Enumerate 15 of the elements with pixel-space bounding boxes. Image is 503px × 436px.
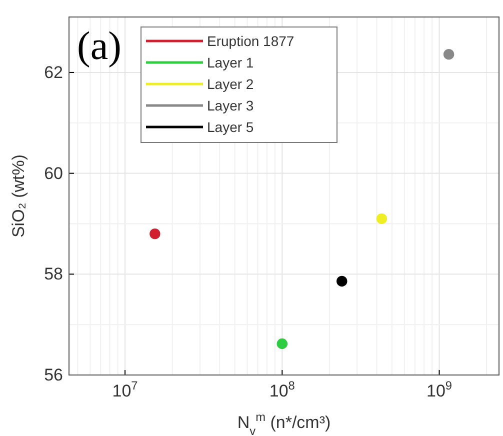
- y-tick-label: 58: [44, 264, 63, 284]
- x-tick-label: 10$^{7}$: [112, 378, 138, 401]
- legend-label: Eruption 1877: [207, 33, 294, 49]
- y-tick-label: 60: [44, 164, 63, 183]
- x-tick-label: 10$^{8}$: [269, 378, 296, 401]
- legend-label: Layer 5: [207, 119, 254, 135]
- y-tick-label: 56: [44, 365, 63, 384]
- legend-label: Layer 3: [207, 98, 254, 114]
- legend-label: Layer 2: [207, 76, 254, 92]
- y-tick-label: 62: [44, 62, 63, 82]
- annotation: (a): [77, 23, 122, 68]
- legend-label: Layer 1: [207, 54, 254, 70]
- x-axis-title: N$_{v}$$^{m}$ (n*/cm³): [237, 410, 331, 436]
- y-axis-title: SiO₂ (wt%): [9, 154, 28, 238]
- x-tick-label: 10$^{9}$: [426, 378, 452, 401]
